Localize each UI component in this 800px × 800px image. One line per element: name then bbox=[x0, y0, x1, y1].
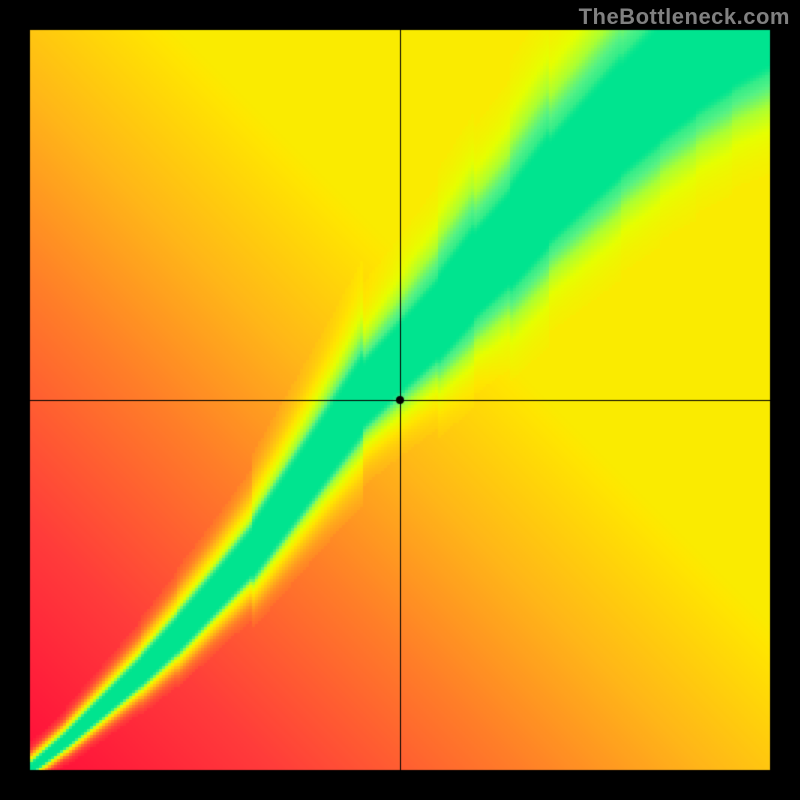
chart-container: TheBottleneck.com bbox=[0, 0, 800, 800]
bottleneck-heatmap bbox=[0, 0, 800, 800]
watermark-text: TheBottleneck.com bbox=[579, 4, 790, 30]
